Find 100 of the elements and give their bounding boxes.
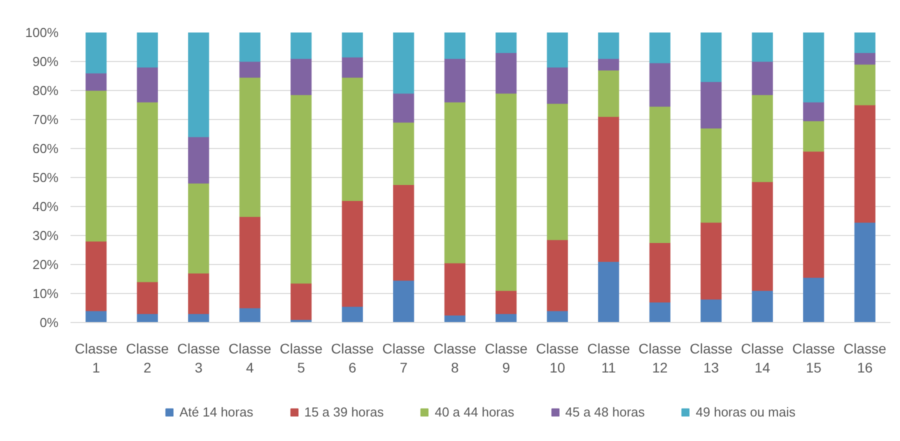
bar	[188, 136, 210, 184]
bar	[496, 52, 517, 94]
x-tick-label: Classe 16	[843, 340, 886, 376]
bar	[700, 128, 722, 223]
bar	[86, 72, 107, 91]
y-tick-label: 70%	[32, 112, 59, 127]
y-tick-label: 40%	[32, 199, 59, 214]
bar	[393, 122, 414, 185]
bar	[290, 94, 312, 284]
bar	[290, 58, 312, 96]
bar	[239, 77, 260, 217]
bar	[188, 32, 210, 138]
bar	[496, 93, 517, 291]
bar	[239, 308, 260, 322]
x-tick-label: Classe 14	[740, 340, 784, 376]
bar	[752, 290, 773, 322]
bar	[649, 106, 670, 243]
bar	[86, 241, 107, 312]
bar	[342, 306, 363, 322]
bar	[803, 151, 824, 278]
y-tick-label: 90%	[32, 54, 59, 69]
legend-label: 45 a 48 horas	[565, 404, 645, 419]
bar	[752, 94, 773, 182]
bar	[854, 52, 876, 65]
bar	[803, 277, 824, 322]
bar	[752, 182, 773, 291]
legend-label: 15 a 39 horas	[304, 404, 384, 419]
bar	[86, 310, 107, 322]
bar	[546, 310, 568, 322]
bar	[239, 32, 260, 62]
y-tick-label: 30%	[32, 228, 59, 243]
bar	[598, 32, 620, 59]
bar	[393, 280, 414, 322]
bar	[598, 70, 620, 117]
x-tick-label: Classe 8	[433, 340, 476, 376]
bar	[700, 222, 722, 300]
y-tick-label: 0%	[40, 315, 59, 330]
bar	[803, 102, 824, 122]
bar	[290, 283, 312, 320]
legend-label: Até 14 horas	[180, 404, 254, 419]
bar	[803, 120, 824, 152]
bar	[649, 32, 670, 64]
bar	[649, 242, 670, 302]
bar	[239, 61, 260, 78]
bar	[546, 32, 568, 68]
bar	[444, 102, 466, 264]
bar	[700, 82, 722, 128]
x-tick-label: Classe 13	[690, 340, 733, 376]
bar	[239, 216, 260, 308]
bar	[444, 262, 466, 316]
x-tick-label: Classe 2	[126, 340, 169, 376]
bar	[393, 32, 414, 94]
x-tick-label: Classe 7	[382, 340, 426, 376]
x-tick-label: Classe 15	[792, 340, 836, 376]
bar	[290, 32, 312, 59]
bar	[342, 200, 363, 307]
x-tick-label: Classe 5	[280, 340, 323, 376]
bar	[86, 32, 107, 74]
y-tick-label: 50%	[32, 170, 59, 185]
x-tick-label: Classe 1	[74, 340, 118, 376]
bar	[496, 32, 517, 54]
bar	[752, 32, 773, 62]
legend-label: 40 a 44 horas	[434, 404, 514, 419]
bar	[136, 32, 158, 68]
bar	[136, 102, 158, 282]
bar	[854, 32, 876, 54]
bar	[136, 282, 158, 314]
bar	[393, 184, 414, 281]
bar	[136, 67, 158, 102]
bar	[444, 58, 466, 102]
bar	[342, 77, 363, 201]
bar	[854, 222, 876, 322]
bar	[496, 290, 517, 314]
legend-label: 49 horas ou mais	[696, 404, 796, 419]
bar	[546, 67, 568, 104]
bar	[598, 58, 620, 70]
x-tick-label: Classe 4	[228, 340, 272, 376]
bar	[854, 104, 876, 223]
bar	[649, 302, 670, 322]
x-tick-label: Classe 12	[638, 340, 682, 376]
bar	[598, 261, 620, 322]
bar	[700, 32, 722, 82]
y-tick-label: 80%	[32, 83, 59, 98]
bar	[546, 103, 568, 240]
y-tick-label: 10%	[32, 286, 59, 301]
bar	[188, 272, 210, 314]
bar	[598, 116, 620, 262]
x-tick-label: Classe 9	[484, 340, 528, 376]
y-tick-label: 60%	[32, 141, 59, 156]
x-tick-label: Classe 3	[177, 340, 220, 376]
y-tick-label: 100%	[25, 25, 59, 40]
bar	[752, 61, 773, 96]
bar	[546, 240, 568, 312]
bar	[803, 32, 824, 102]
bar	[649, 62, 670, 107]
bar	[342, 32, 363, 58]
bar	[700, 299, 722, 322]
bar	[188, 183, 210, 274]
x-tick-label: Classe 10	[536, 340, 579, 376]
x-tick-label: Classe 11	[587, 340, 630, 376]
